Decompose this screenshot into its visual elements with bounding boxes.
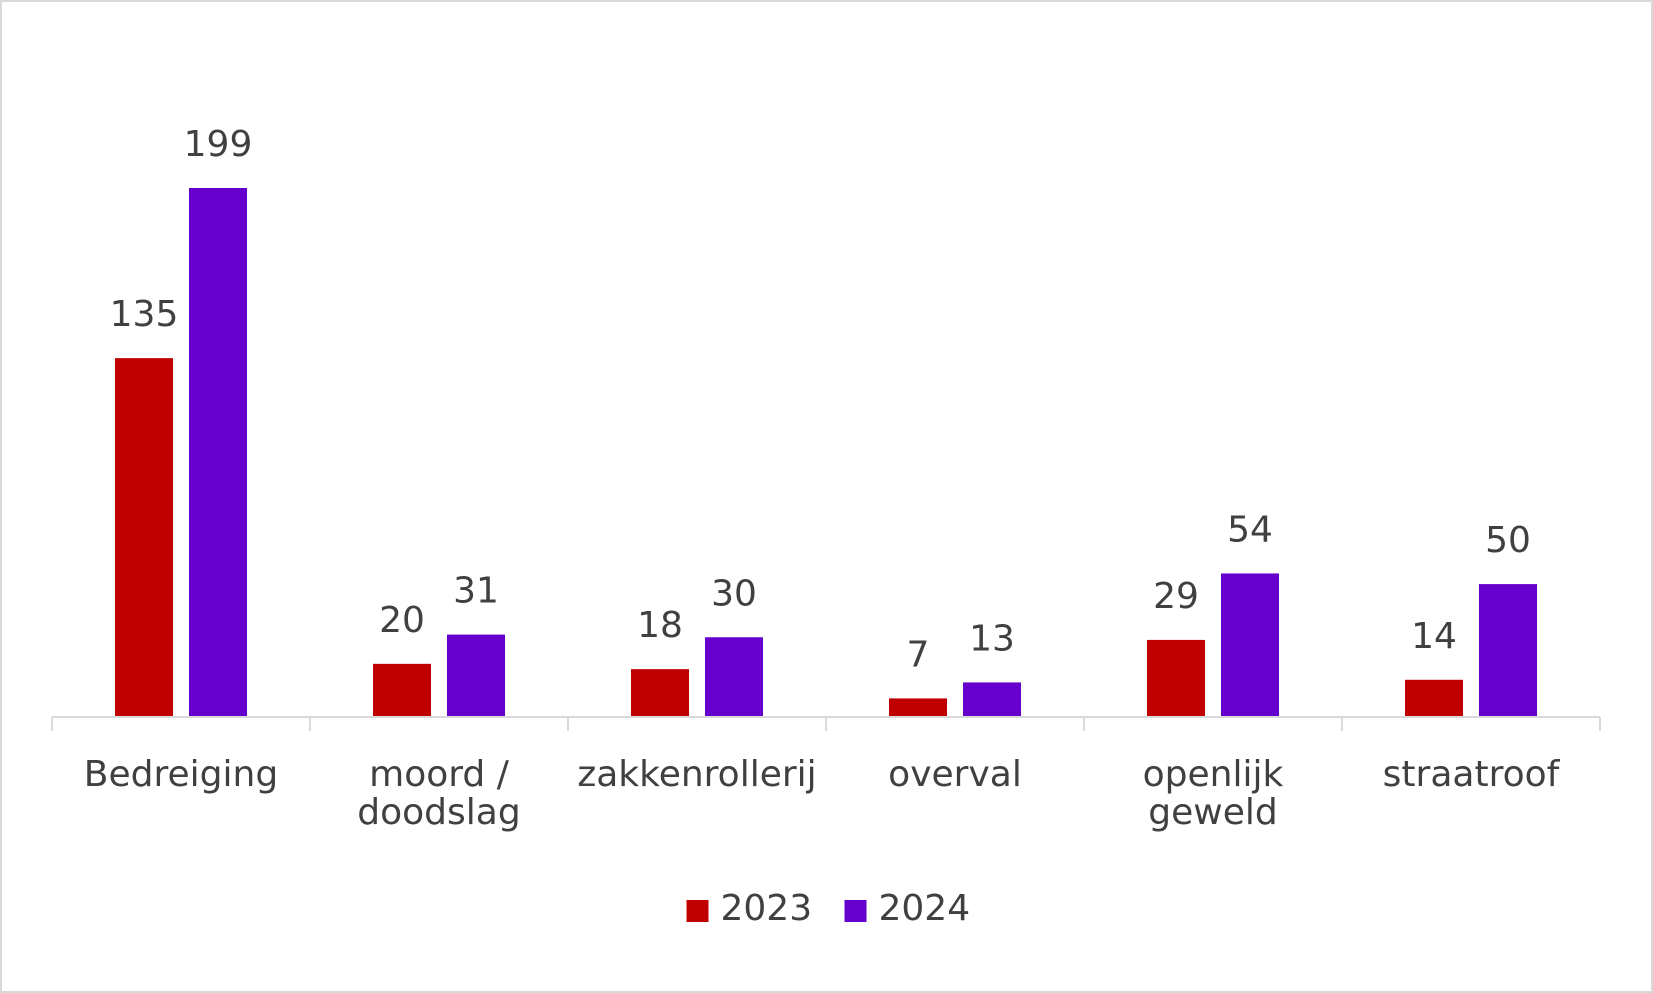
bar-2023-zakkenrollerij	[631, 669, 689, 717]
legend: 2023 2024	[686, 888, 971, 929]
bar-2023-bedreiging	[115, 358, 173, 717]
data-label-2024-straatroof: 50	[1485, 520, 1531, 561]
category-labels: Bedreiging moord / doodslag zakkenrollerij o…	[84, 754, 1561, 833]
x-axis	[51, 716, 1601, 731]
category-label-openlijk-geweld: openlijk geweld	[1143, 754, 1284, 833]
data-label-2023-straatroof: 14	[1411, 616, 1457, 657]
data-labels-layer: 135 199 20 31 18 30 7 13 29 54 14 50	[110, 124, 1531, 675]
data-label-2024-overval: 13	[969, 618, 1015, 659]
bar-2023-straatroof	[1405, 679, 1463, 717]
data-label-2024-zakkenrollerij: 30	[711, 573, 757, 614]
data-label-2023-openlijk-geweld: 29	[1153, 576, 1199, 617]
data-label-2024-bedreiging: 199	[184, 124, 253, 165]
bar-2024-moord-doodslag	[447, 634, 505, 717]
data-label-2023-zakkenrollerij: 18	[637, 605, 683, 646]
category-label-bedreiging: Bedreiging	[84, 754, 278, 795]
bar-2024-bedreiging	[189, 188, 247, 717]
bar-2023-moord-doodslag	[373, 663, 431, 717]
legend-swatch-2024	[844, 900, 867, 922]
data-label-2024-moord-doodslag: 31	[453, 571, 499, 612]
bar-2023-overval	[889, 698, 947, 717]
bar-2024-overval	[963, 682, 1021, 717]
bar-2024-zakkenrollerij	[705, 637, 763, 717]
data-label-2023-bedreiging: 135	[110, 294, 179, 335]
category-label-overval: overval	[888, 754, 1022, 795]
category-label-moord-doodslag: moord / doodslag	[357, 754, 520, 833]
bars-layer	[115, 188, 1537, 717]
legend-label-2023: 2023	[721, 888, 813, 929]
data-label-2023-moord-doodslag: 20	[379, 600, 425, 641]
category-label-straatroof: straatroof	[1383, 754, 1561, 795]
data-label-2024-openlijk-geweld: 54	[1227, 509, 1273, 550]
bar-2024-openlijk-geweld	[1221, 573, 1279, 717]
bar-2024-straatroof	[1479, 584, 1537, 717]
bar-2023-openlijk-geweld	[1147, 639, 1205, 717]
data-label-2023-overval: 7	[907, 634, 930, 675]
legend-label-2024: 2024	[879, 888, 971, 929]
category-label-zakkenrollerij: zakkenrollerij	[577, 754, 816, 795]
legend-swatch-2023	[686, 900, 709, 922]
